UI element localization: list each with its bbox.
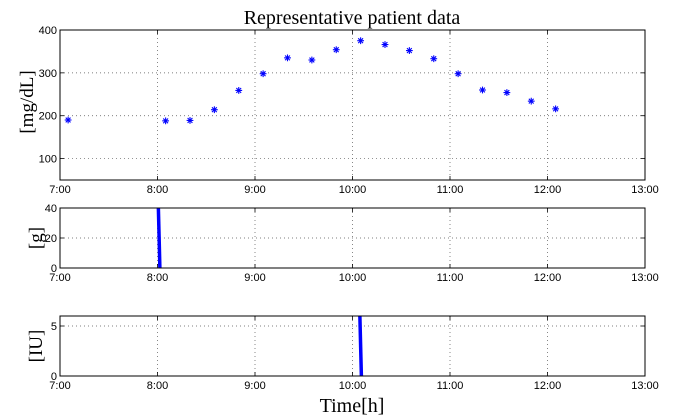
insulin-x-tick-label: 12:00 (534, 380, 562, 392)
glucose-y-tick-label: 300 (39, 68, 57, 80)
glucose-x-tick-label: 8:00 (147, 184, 168, 196)
glucose-point (162, 117, 170, 125)
carbs-x-tick-label: 10:00 (339, 272, 367, 284)
glucose-panel: 7:00 8:00 9:00 10:00 11:00 12:00 13:00 100 200 30… (39, 25, 659, 196)
insulin-x-tick-label: 8:00 (147, 380, 168, 392)
glucose-x-tick-label: 10:00 (339, 184, 367, 196)
carbs-event-bar (156, 208, 162, 268)
glucose-y-axis-label: [mg/dL] (17, 70, 38, 133)
glucose-y-tick-label: 200 (39, 111, 57, 123)
insulin-panel: 7:00 8:00 9:00 10:00 11:00 12:00 13:00 0 5 (49, 315, 659, 392)
glucose-point (357, 37, 365, 45)
insulin-y-tick-label: 0 (51, 371, 57, 383)
carbs-x-tick-label: 9:00 (244, 272, 265, 284)
glucose-point (527, 97, 535, 105)
carbs-x-tick-label: 7:00 (49, 272, 70, 284)
glucose-point (454, 70, 462, 78)
glucose-point (210, 106, 218, 114)
glucose-x-tick-label: 11:00 (437, 184, 464, 196)
insulin-y-tick-label: 5 (51, 321, 57, 333)
glucose-point (430, 55, 438, 63)
glucose-x-tick-label: 9:00 (244, 184, 265, 196)
glucose-y-tick-label: 400 (39, 25, 57, 37)
glucose-x-tick-label: 12:00 (534, 184, 562, 196)
insulin-x-tick-label: 10:00 (339, 380, 367, 392)
insulin-event-bar (358, 316, 364, 376)
insulin-x-tick-label: 7:00 (49, 380, 70, 392)
glucose-point (479, 86, 486, 94)
chart-title: Representative patient data (244, 7, 461, 29)
glucose-point (308, 56, 316, 64)
glucose-axes-frame (59, 29, 646, 181)
carbs-axes-frame (59, 207, 646, 269)
glucose-point (284, 54, 291, 62)
carbs-panel: 7:00 8:00 9:00 10:00 11:00 12:00 13:00 0 20 40 (45, 203, 659, 284)
carbs-x-tick-label: 8:00 (147, 272, 168, 284)
x-axis-label: Time[h] (320, 395, 385, 417)
insulin-x-tick-label: 9:00 (244, 380, 265, 392)
glucose-x-tick-label: 13:00 (631, 184, 659, 196)
glucose-y-tick-label: 100 (39, 154, 57, 166)
insulin-y-axis-label: [IU] (26, 330, 47, 363)
carbs-x-tick-label: 12:00 (534, 272, 562, 284)
glucose-point (235, 87, 243, 94)
carbs-x-tick-label: 11:00 (437, 272, 464, 284)
carbs-y-tick-label: 20 (45, 233, 57, 245)
carbs-y-tick-label: 40 (45, 203, 57, 215)
glucose-x-tick-label: 7:00 (49, 184, 70, 196)
glucose-point (64, 116, 72, 124)
glucose-point (332, 46, 340, 54)
insulin-x-tick-label: 11:00 (437, 380, 464, 392)
insulin-x-tick-label: 13:00 (631, 380, 659, 392)
carbs-y-axis-label: [g] (26, 227, 47, 249)
insulin-axes-frame (59, 315, 646, 377)
glucose-point (405, 47, 413, 54)
glucose-point (381, 41, 389, 48)
glucose-point (552, 105, 560, 113)
glucose-point (503, 89, 511, 96)
glucose-point (259, 70, 267, 78)
carbs-y-tick-label: 0 (51, 263, 57, 275)
glucose-point (186, 117, 194, 124)
carbs-x-tick-label: 13:00 (631, 272, 659, 284)
